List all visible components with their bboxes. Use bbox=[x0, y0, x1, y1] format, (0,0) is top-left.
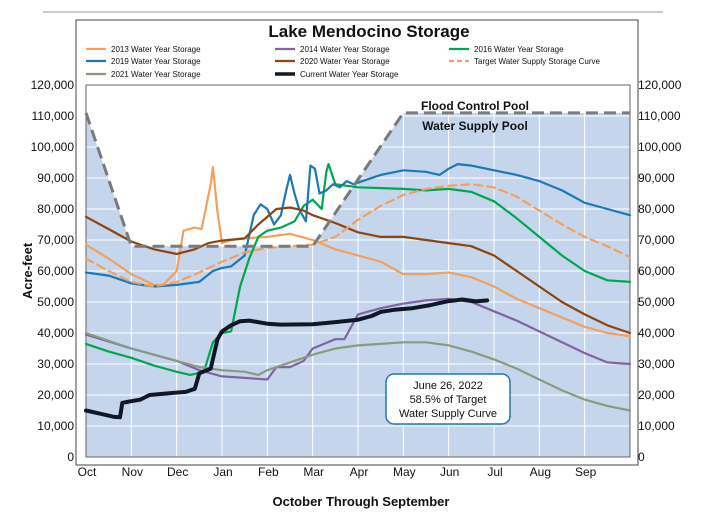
y-axis-left: 0 10,000 20,000 30,000 40,000 50,000 60,000 70,… bbox=[31, 78, 75, 464]
x-tick-label: Mar bbox=[303, 465, 324, 479]
callout-box bbox=[385, 373, 511, 425]
legend-label-2016-water-year-storage: 2016 Water Year Storage bbox=[474, 45, 564, 54]
series-2013-water-year-storage bbox=[84, 166, 632, 338]
legend-label-target-water-supply-storage-curve: Target Water Supply Storage Curve bbox=[474, 57, 601, 66]
y-tick-label-left: 50,000 bbox=[37, 295, 74, 309]
x-axis-title: October Through September bbox=[273, 494, 450, 509]
callout-line-3: Water Supply Curve bbox=[399, 408, 497, 420]
y-tick-label-left: 10,000 bbox=[37, 419, 74, 433]
y-axis-title: Acre-feet bbox=[20, 242, 35, 299]
x-tick-label: Nov bbox=[122, 465, 143, 479]
y-tick-label-right: 20,000 bbox=[638, 388, 675, 402]
flood-control-curve bbox=[84, 111, 630, 248]
legend-label-2013-water-year-storage: 2013 Water Year Storage bbox=[111, 45, 201, 54]
series-2020-water-year-storage bbox=[84, 206, 632, 335]
x-tick-label: Sep bbox=[575, 465, 597, 479]
series-2014-water-year-storage bbox=[84, 297, 632, 381]
y-tick-label-right: 50,000 bbox=[638, 295, 675, 309]
x-tick-label: Aug bbox=[530, 465, 551, 479]
legend-label-2019-water-year-storage: 2019 Water Year Storage bbox=[111, 57, 201, 66]
y-tick-label-right: 40,000 bbox=[638, 326, 675, 340]
x-tick-label: Dec bbox=[167, 465, 188, 479]
y-tick-label-right: 90,000 bbox=[638, 171, 675, 185]
legend-label-2020-water-year-storage: 2020 Water Year Storage bbox=[300, 57, 390, 66]
legend-label-2021-water-year-storage: 2021 Water Year Storage bbox=[111, 70, 201, 79]
y-tick-label-left: 90,000 bbox=[37, 171, 74, 185]
series-target-water-supply-storage-curve bbox=[84, 183, 632, 288]
y-tick-label-right: 30,000 bbox=[638, 357, 675, 371]
y-tick-label-right: 0 bbox=[638, 450, 645, 464]
y-tick-label-left: 30,000 bbox=[37, 357, 74, 371]
y-tick-label-left: 120,000 bbox=[31, 78, 75, 92]
y-tick-label-left: 40,000 bbox=[37, 326, 74, 340]
y-tick-label-right: 80,000 bbox=[638, 202, 675, 216]
y-tick-label-right: 100,000 bbox=[638, 140, 682, 154]
plot-area bbox=[85, 84, 631, 458]
legend-label-2014-water-year-storage: 2014 Water Year Storage bbox=[300, 45, 390, 54]
x-tick-label: May bbox=[393, 465, 416, 479]
y-tick-label-left: 0 bbox=[67, 450, 74, 464]
x-tick-label: Jan bbox=[213, 465, 232, 479]
flood-pool-label: Flood Control Pool bbox=[421, 99, 529, 113]
x-tick-label: Jul bbox=[487, 465, 502, 479]
x-tick-label: Oct bbox=[78, 465, 97, 479]
legend: 2013 Water Year Storage 2014 Water Year S… bbox=[86, 45, 601, 79]
chart-title: Lake Mendocino Storage bbox=[268, 22, 469, 41]
series-2019-water-year-storage bbox=[84, 163, 632, 288]
x-tick-label: Feb bbox=[258, 465, 279, 479]
series-layer bbox=[84, 163, 632, 420]
y-tick-label-right: 70,000 bbox=[638, 233, 675, 247]
y-tick-label-right: 60,000 bbox=[638, 264, 675, 278]
y-tick-label-left: 20,000 bbox=[37, 388, 74, 402]
callout-line-1: June 26, 2022 bbox=[413, 380, 483, 392]
water-supply-pool-label: Water Supply Pool bbox=[422, 119, 528, 133]
y-tick-label-left: 60,000 bbox=[37, 264, 74, 278]
y-tick-label-right: 110,000 bbox=[638, 109, 681, 123]
legend-label-current-water-year-storage: Current Water Year Storage bbox=[300, 70, 399, 79]
y-tick-label-right: 10,000 bbox=[638, 419, 675, 433]
y-tick-label-left: 80,000 bbox=[37, 202, 74, 216]
series-2021-water-year-storage bbox=[84, 331, 632, 412]
x-tick-label: Jun bbox=[440, 465, 459, 479]
y-tick-label-right: 120,000 bbox=[638, 78, 682, 92]
x-axis: Oct Nov Dec Jan Feb Mar Apr May Jun Jul Aug Sep bbox=[78, 465, 597, 479]
callout-line-2: 58.5% of Target bbox=[410, 394, 487, 406]
y-axis-right: 0 10,000 20,000 30,000 40,000 50,000 60,000 70,… bbox=[638, 78, 682, 464]
y-tick-label-left: 110,000 bbox=[32, 109, 75, 123]
y-tick-label-left: 100,000 bbox=[31, 140, 75, 154]
series-current-water-year-storage bbox=[84, 297, 490, 420]
x-tick-label: Apr bbox=[350, 465, 369, 479]
y-tick-label-left: 70,000 bbox=[37, 233, 74, 247]
